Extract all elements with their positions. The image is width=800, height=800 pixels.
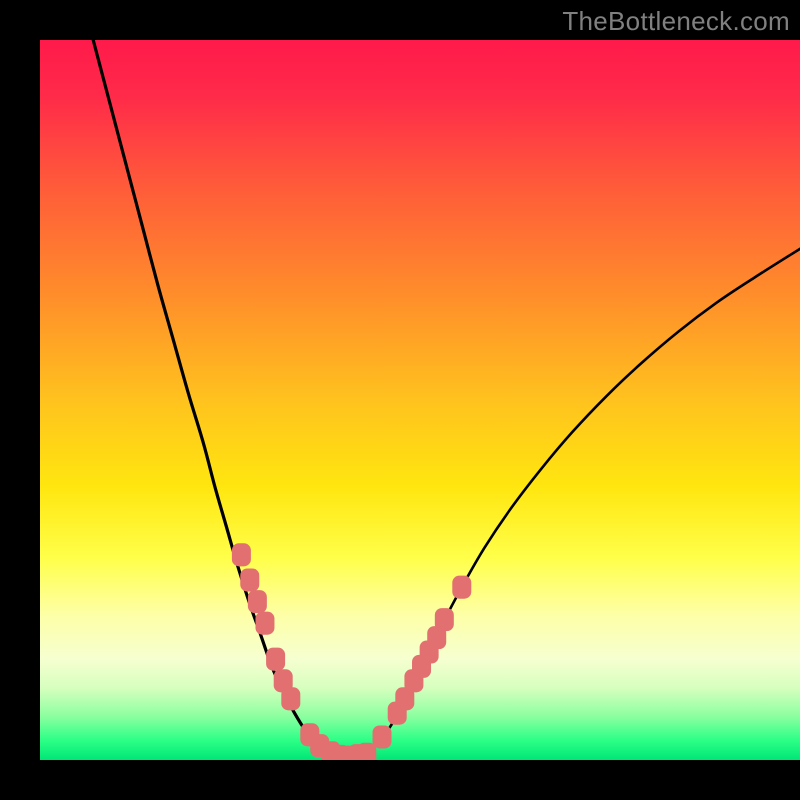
figure-container: TheBottleneck.com	[0, 0, 800, 800]
plot-svg	[40, 40, 800, 760]
data-marker	[240, 568, 259, 591]
data-marker	[452, 576, 471, 599]
watermark-text: TheBottleneck.com	[562, 6, 790, 37]
data-marker	[255, 612, 274, 635]
plot-area	[40, 40, 800, 760]
data-marker	[373, 725, 392, 748]
data-marker	[357, 743, 376, 760]
data-marker	[435, 608, 454, 631]
data-marker	[281, 687, 300, 710]
data-marker	[248, 590, 267, 613]
data-marker	[266, 648, 285, 671]
data-marker	[232, 543, 251, 566]
